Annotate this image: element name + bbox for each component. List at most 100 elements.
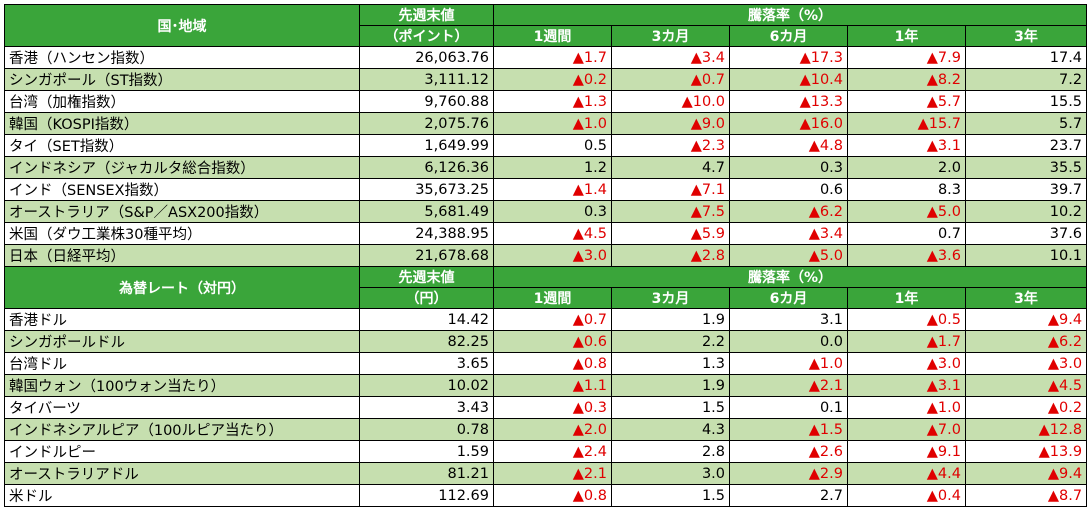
change-cell: 10.2 <box>964 200 1088 223</box>
change-cell: 17.4 <box>964 46 1088 69</box>
change-cell: 39.7 <box>964 178 1088 201</box>
change-cell: ▲2.9 <box>729 462 848 485</box>
change-cell: ▲2.6 <box>729 440 848 463</box>
row-name-cell: 米ドル <box>4 484 360 507</box>
market-table-container: 国･地域 先週末値 騰落率（%） （ポイント） 1週間 3カ月 6カ月 1年 3年 香港（ハンセン… <box>4 4 1088 507</box>
change-cell: ▲7.0 <box>847 418 966 441</box>
change-cell: ▲0.8 <box>493 484 612 507</box>
row-name-cell: 台湾ドル <box>4 352 360 375</box>
change-cell: ▲6.2 <box>964 330 1088 353</box>
row-name-cell: インドネシア（ジャカルタ総合指数） <box>4 156 360 179</box>
change-cell: 10.1 <box>964 244 1088 267</box>
period-header: 1週間 <box>493 287 612 309</box>
change-cell: ▲5.0 <box>847 200 966 223</box>
table-row: インドネシアルピア（100ルピア当たり） 0.78 ▲2.0 4.3 ▲1.5 ▲7.0 ▲… <box>4 418 1088 441</box>
change-cell: ▲3.6 <box>847 244 966 267</box>
change-cell: ▲1.0 <box>729 352 848 375</box>
change-cell: ▲1.7 <box>847 330 966 353</box>
change-cell: ▲3.0 <box>964 352 1088 375</box>
value-unit-header: （円） <box>359 287 494 309</box>
table-row: タイバーツ 3.43 ▲0.3 1.5 0.1 ▲1.0 ▲0.2 <box>4 396 1088 419</box>
row-name-cell: 台湾（加権指数） <box>4 90 360 113</box>
row-name-cell: 香港ドル <box>4 308 360 331</box>
row-name-cell: タイバーツ <box>4 396 360 419</box>
change-cell: ▲0.3 <box>493 396 612 419</box>
period-header: 1年 <box>847 25 966 47</box>
change-cell: 1.9 <box>611 374 730 397</box>
change-cell: 0.1 <box>729 396 848 419</box>
row-value-cell: 2,075.76 <box>359 112 494 135</box>
change-cell: ▲2.1 <box>729 374 848 397</box>
section-header-row: 国･地域 先週末値 騰落率（%） <box>4 4 1088 47</box>
value-column-header: 先週末値 <box>359 266 494 288</box>
table-row: オーストラリアドル 81.21 ▲2.1 3.0 ▲2.9 ▲4.4 ▲9.4 <box>4 462 1088 485</box>
change-cell: ▲1.5 <box>729 418 848 441</box>
change-cell: ▲1.4 <box>493 178 612 201</box>
change-cell: ▲0.5 <box>847 308 966 331</box>
table-row: 香港ドル 14.42 ▲0.7 1.9 3.1 ▲0.5 ▲9.4 <box>4 308 1088 331</box>
row-name-cell: 香港（ハンセン指数） <box>4 46 360 69</box>
change-cell: 3.0 <box>611 462 730 485</box>
change-cell: 23.7 <box>964 134 1088 157</box>
change-cell: 1.3 <box>611 352 730 375</box>
change-cell: ▲7.1 <box>611 178 730 201</box>
row-value-cell: 14.42 <box>359 308 494 331</box>
row-value-cell: 35,673.25 <box>359 178 494 201</box>
table-row: シンガポール（ST指数） 3,111.12 ▲0.2 ▲0.7 ▲10.4 ▲8.2 7.2 <box>4 68 1088 91</box>
table-row: 米ドル 112.69 ▲0.8 1.5 2.7 ▲0.4 ▲8.7 <box>4 484 1088 507</box>
change-cell: ▲8.7 <box>964 484 1088 507</box>
row-value-cell: 26,063.76 <box>359 46 494 69</box>
value-column-header: 先週末値 <box>359 4 494 26</box>
change-cell: ▲1.0 <box>847 396 966 419</box>
change-cell: ▲1.7 <box>493 46 612 69</box>
row-value-cell: 0.78 <box>359 418 494 441</box>
row-value-cell: 5,681.49 <box>359 200 494 223</box>
change-cell: ▲0.4 <box>847 484 966 507</box>
change-cell: 1.5 <box>611 396 730 419</box>
change-cell: ▲13.9 <box>964 440 1088 463</box>
name-column-header: 為替レート（対円） <box>4 266 360 309</box>
change-cell: ▲2.8 <box>611 244 730 267</box>
change-cell: ▲0.2 <box>964 396 1088 419</box>
change-cell: ▲0.7 <box>611 68 730 91</box>
change-cell: 0.3 <box>729 156 848 179</box>
table-row: 台湾ドル 3.65 ▲0.8 1.3 ▲1.0 ▲3.0 ▲3.0 <box>4 352 1088 375</box>
change-cell: ▲7.9 <box>847 46 966 69</box>
change-cell: 0.5 <box>493 134 612 157</box>
change-cell: ▲3.4 <box>611 46 730 69</box>
change-cell: ▲6.2 <box>729 200 848 223</box>
change-cell: ▲9.1 <box>847 440 966 463</box>
period-header: 1週間 <box>493 25 612 47</box>
table-row: 韓国（KOSPI指数） 2,075.76 ▲1.0 ▲9.0 ▲16.0 ▲15.7 5.7 <box>4 112 1088 135</box>
change-cell: 2.8 <box>611 440 730 463</box>
section-header-row: 為替レート（対円） 先週末値 騰落率（%） <box>4 266 1088 309</box>
change-cell: ▲16.0 <box>729 112 848 135</box>
row-name-cell: インド（SENSEX指数） <box>4 178 360 201</box>
change-cell: ▲3.1 <box>847 374 966 397</box>
change-cell: 37.6 <box>964 222 1088 245</box>
change-cell: ▲0.8 <box>493 352 612 375</box>
change-cell: 4.3 <box>611 418 730 441</box>
row-value-cell: 1,649.99 <box>359 134 494 157</box>
row-value-cell: 24,388.95 <box>359 222 494 245</box>
change-cell: 8.3 <box>847 178 966 201</box>
row-value-cell: 81.21 <box>359 462 494 485</box>
row-value-cell: 21,678.68 <box>359 244 494 267</box>
table-row: 日本（日経平均） 21,678.68 ▲3.0 ▲2.8 ▲5.0 ▲3.6 10.1 <box>4 244 1088 267</box>
table-row: タイ（SET指数） 1,649.99 0.5 ▲2.3 ▲4.8 ▲3.1 23.7 <box>4 134 1088 157</box>
table-row: 台湾（加権指数） 9,760.88 ▲1.3 ▲10.0 ▲13.3 ▲5.7 15.5 <box>4 90 1088 113</box>
table-body: 国･地域 先週末値 騰落率（%） （ポイント） 1週間 3カ月 6カ月 1年 3年 香港（ハンセン… <box>4 4 1088 507</box>
change-cell: 7.2 <box>964 68 1088 91</box>
row-value-cell: 82.25 <box>359 330 494 353</box>
change-cell: ▲3.0 <box>847 352 966 375</box>
change-cell: ▲10.4 <box>729 68 848 91</box>
row-name-cell: シンガポール（ST指数） <box>4 68 360 91</box>
period-header: 3年 <box>964 25 1088 47</box>
row-name-cell: オーストラリアドル <box>4 462 360 485</box>
change-cell: ▲8.2 <box>847 68 966 91</box>
change-cell: 2.7 <box>729 484 848 507</box>
row-value-cell: 3.43 <box>359 396 494 419</box>
change-cell: ▲1.3 <box>493 90 612 113</box>
table-row: 韓国ウォン（100ウォン当たり） 10.02 ▲1.1 1.9 ▲2.1 ▲3.1 ▲4.5 <box>4 374 1088 397</box>
table-row: 米国（ダウ工業株30種平均） 24,388.95 ▲4.5 ▲5.9 ▲3.4 0.7 37… <box>4 222 1088 245</box>
